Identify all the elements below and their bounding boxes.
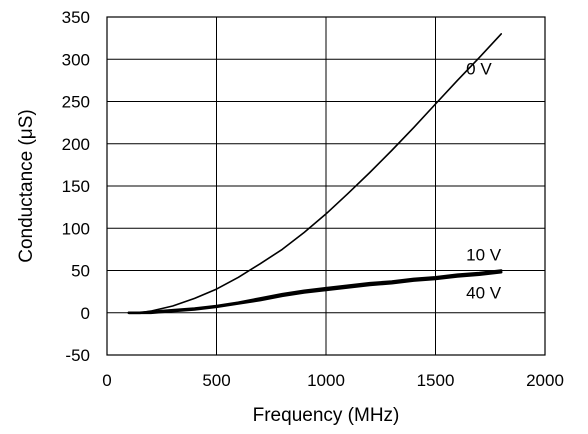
plot-frame [106,16,546,356]
series-label: 0 V [466,59,492,78]
x-tick-label: 2000 [526,371,564,390]
y-tick-label: -50 [65,346,90,365]
y-tick-label: 0 [81,304,90,323]
x-tick-label: 1500 [417,371,455,390]
series-group [127,33,503,315]
y-tick-labels: -50 0 50 100 150 200 250 300 350 [62,8,90,365]
x-tick-label: 500 [202,371,230,390]
x-axis-title: Frequency (MHz) [253,405,400,426]
x-tick-label: 0 [102,371,111,390]
y-tick-label: 100 [62,219,90,238]
grid [107,17,545,355]
series-labels: 0 V 10 V 40 V [466,59,502,302]
y-tick-label: 50 [71,262,90,281]
series-line-0v [128,33,502,314]
y-tick-label: 150 [62,177,90,196]
series-label: 40 V [466,283,502,302]
x-tick-labels: 0 500 1000 1500 2000 [102,371,564,390]
y-tick-label: 300 [62,50,90,69]
series-label: 10 V [466,245,502,264]
y-tick-label: 200 [62,135,90,154]
y-tick-label: 350 [62,8,90,27]
y-axis-title: Conductance (μS) [16,109,37,263]
y-tick-label: 250 [62,93,90,112]
x-tick-label: 1000 [307,371,345,390]
series-line-40v [127,270,503,315]
